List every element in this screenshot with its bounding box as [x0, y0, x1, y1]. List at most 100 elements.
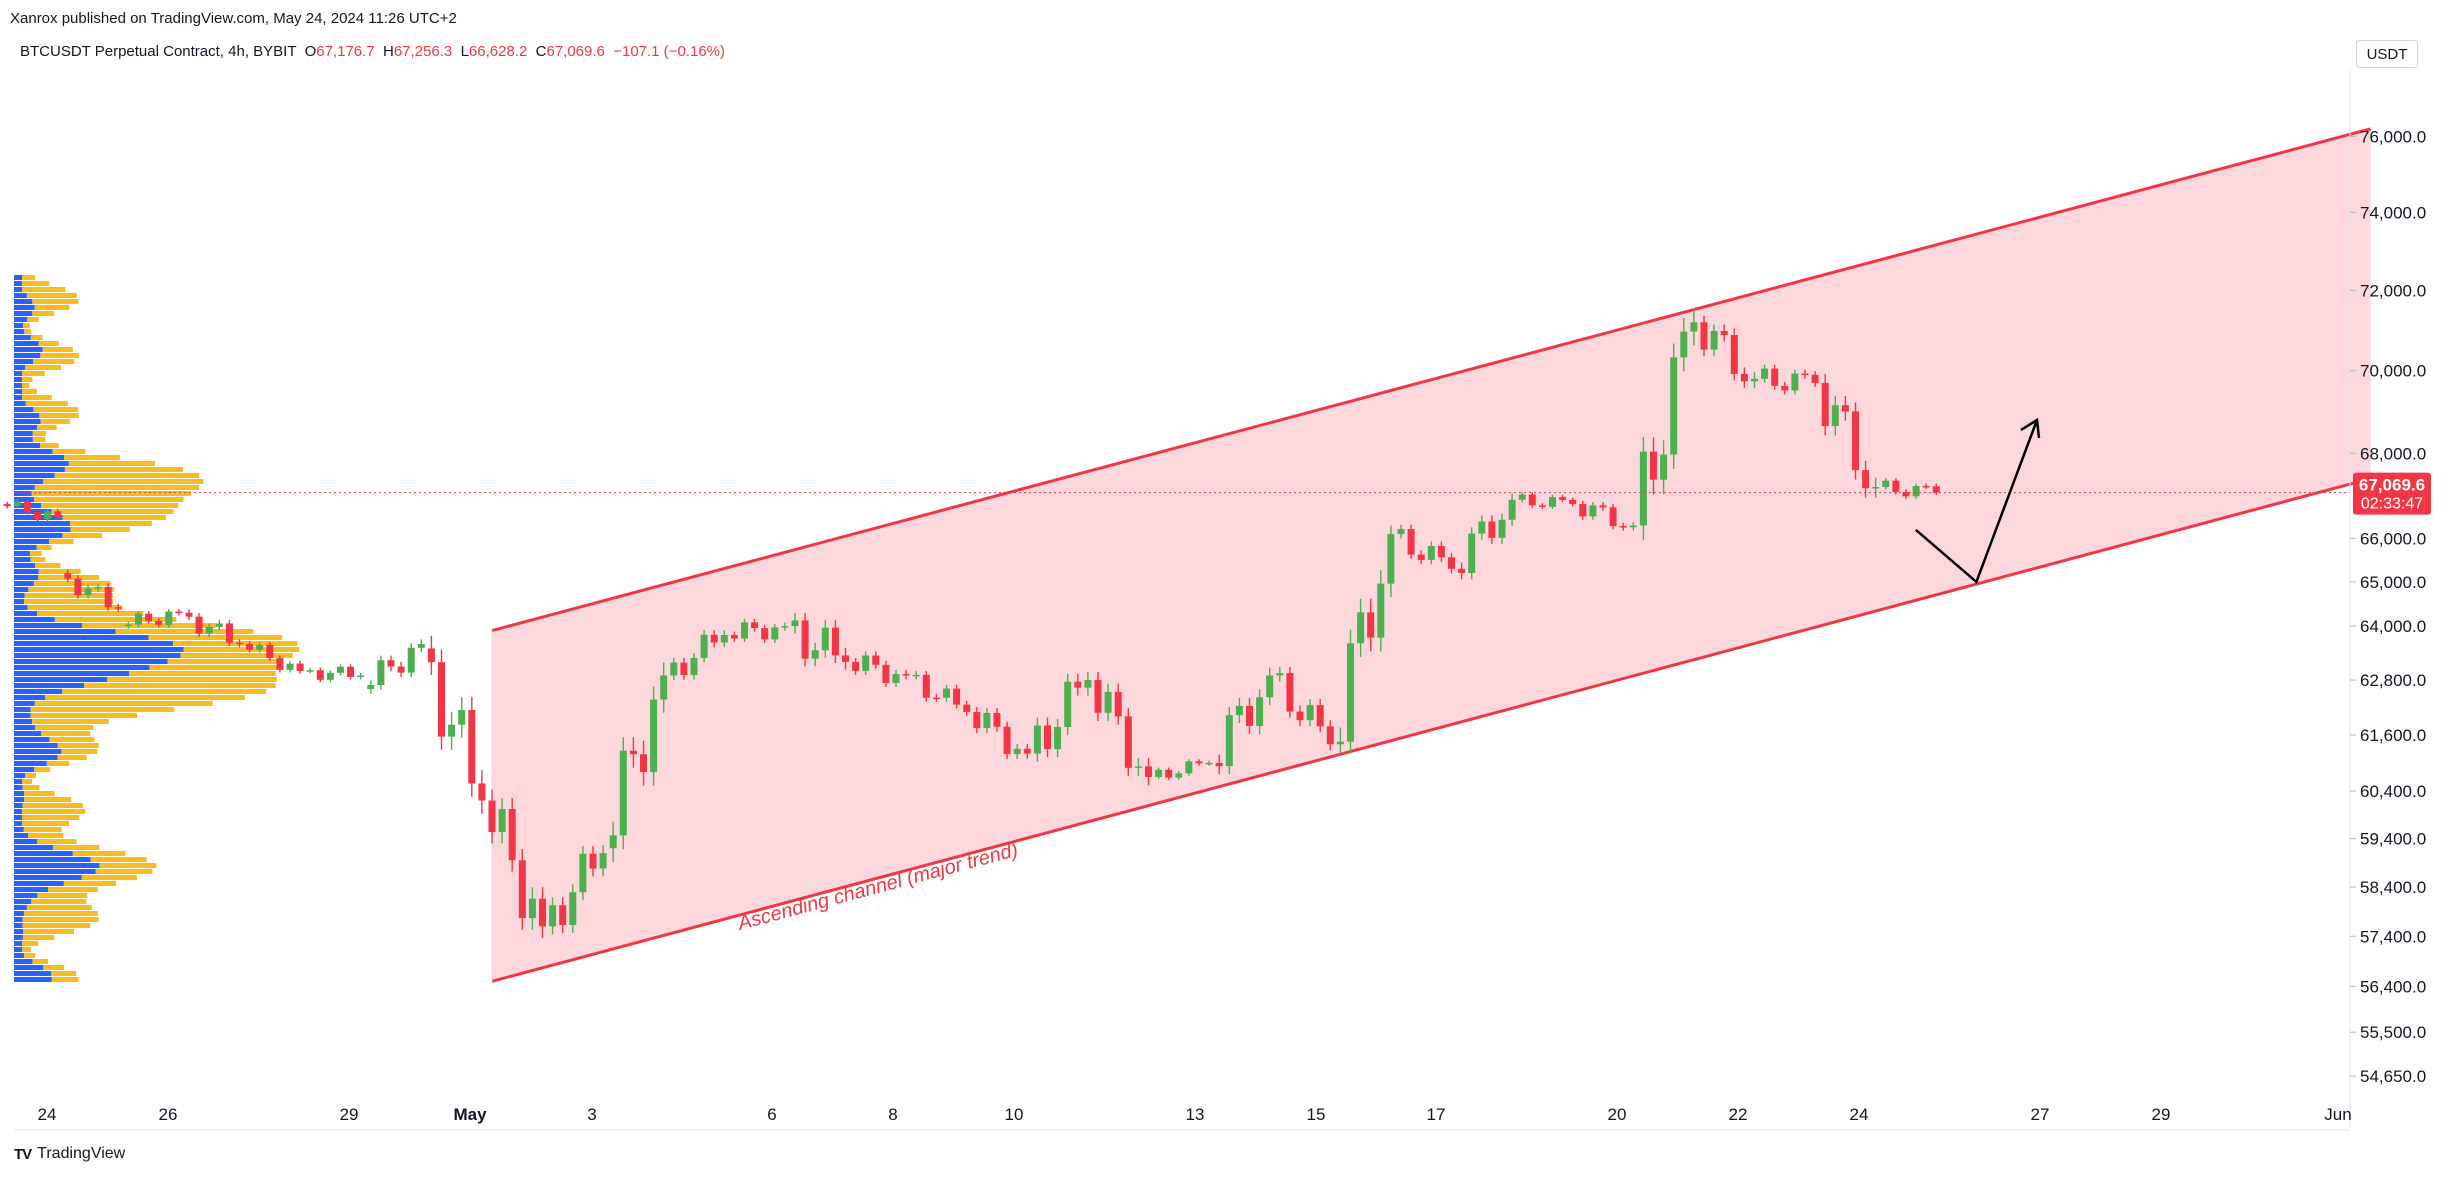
vp-yellow-bar [34, 485, 200, 490]
candle-body [1569, 499, 1577, 505]
candle-body [104, 586, 112, 608]
vp-yellow-bar [27, 833, 64, 838]
vp-yellow-bar [62, 689, 267, 694]
vp-yellow-bar [52, 449, 86, 454]
vp-blue-bar [14, 311, 33, 316]
time-axis[interactable]: 24 26 29 May 3 6 8 10 13 15 17 20 22 24 27 29 Jun [14, 1105, 2352, 1131]
vp-blue-bar [14, 701, 35, 706]
vp-blue-bar [14, 665, 150, 670]
high-label: H [382, 43, 394, 60]
vp-blue-bar [14, 857, 91, 862]
vp-blue-bar [14, 923, 23, 928]
time-tick-label: 10 [1005, 1105, 1024, 1124]
candle-body [1246, 705, 1253, 726]
candle-body [508, 809, 516, 861]
current-price-tag [2353, 472, 2431, 515]
vp-blue-bar [14, 587, 29, 592]
vp-blue-bar [14, 863, 100, 868]
candle-body [1185, 761, 1193, 774]
candle-body [1044, 725, 1051, 750]
candle-body [1357, 612, 1365, 644]
vp-blue-bar [14, 821, 22, 826]
vp-blue-bar [14, 605, 28, 610]
vp-blue-bar [14, 275, 22, 280]
candle-body [872, 655, 880, 665]
candle-body [528, 898, 536, 919]
vp-blue-bar [14, 827, 24, 832]
vp-blue-bar [14, 365, 26, 370]
vp-yellow-bar [52, 845, 100, 850]
vp-blue-bar [14, 965, 44, 970]
vp-blue-bar [14, 749, 62, 754]
vp-blue-bar [14, 509, 52, 514]
vp-yellow-bar [95, 869, 153, 874]
vp-blue-bar [14, 725, 36, 730]
vp-blue-bar [14, 641, 174, 646]
vp-blue-bar [14, 959, 33, 964]
vp-yellow-bar [54, 473, 200, 478]
candle-body [1205, 762, 1213, 765]
vp-blue-bar [14, 845, 53, 850]
vp-blue-bar [14, 629, 116, 634]
vp-blue-bar [14, 389, 22, 394]
candle-body [367, 684, 375, 690]
vp-blue-bar [14, 491, 32, 496]
candle-body [1680, 331, 1688, 358]
price-tick-label: 60,400.0 [2360, 782, 2426, 801]
vp-blue-bar [14, 719, 33, 724]
vp-blue-bar [14, 851, 73, 856]
candle-body [1347, 643, 1354, 742]
vp-blue-bar [14, 563, 36, 568]
candle-body [650, 699, 658, 773]
vp-yellow-bar [90, 857, 147, 862]
vp-blue-bar [14, 521, 71, 526]
vp-yellow-bar [34, 497, 184, 502]
vp-yellow-bar [23, 323, 30, 328]
vp-yellow-bar [33, 581, 111, 586]
vp-yellow-bar [23, 827, 62, 832]
vp-blue-bar [14, 797, 25, 802]
candle-body [145, 613, 153, 621]
candle-body [326, 672, 334, 680]
vp-yellow-bar [40, 419, 71, 424]
price-tick-label: 76,000.0 [2360, 127, 2426, 146]
candle-body [1468, 533, 1476, 573]
vp-yellow-bar [35, 725, 94, 730]
vp-blue-bar [14, 335, 31, 340]
vp-yellow-bar [167, 659, 284, 664]
candle-body [1700, 322, 1708, 350]
vp-yellow-bar [49, 539, 74, 544]
currency-button[interactable]: USDT [2356, 40, 2418, 68]
price-tick-label: 58,400.0 [2360, 878, 2426, 897]
vp-blue-bar [14, 755, 58, 760]
time-tick-label: 15 [1307, 1105, 1326, 1124]
candle-body [993, 712, 1001, 727]
candle-body [1508, 499, 1516, 520]
vp-yellow-bar [24, 599, 114, 604]
vp-yellow-bar [62, 515, 166, 520]
vp-yellow-bar [22, 917, 99, 922]
candle-body [882, 664, 890, 683]
price-axis[interactable]: 76,000.0 74,000.0 72,000.0 70,000.0 68,000.0… [2349, 70, 2431, 1128]
publisher-header: Xanrox published on TradingView.com, May… [10, 10, 457, 27]
candle-body [175, 611, 183, 614]
time-tick-label: 29 [340, 1105, 359, 1124]
vp-blue-bar [14, 323, 24, 328]
candle-body [1821, 382, 1829, 427]
candle-body [3, 504, 11, 507]
vp-yellow-bar [70, 527, 130, 532]
vp-yellow-bar [29, 551, 42, 556]
vp-yellow-bar [30, 707, 175, 712]
vp-blue-bar [14, 413, 40, 418]
vp-yellow-bar [148, 635, 283, 640]
vp-yellow-bar [22, 383, 30, 388]
vp-blue-bar [14, 395, 22, 400]
vp-blue-bar [14, 683, 85, 688]
vp-yellow-bar [22, 287, 66, 292]
low-value: 66,628.2 [468, 43, 528, 60]
vp-blue-bar [14, 485, 35, 490]
vp-blue-bar [14, 947, 22, 952]
candle-body [337, 666, 344, 673]
candle-body [831, 627, 839, 656]
